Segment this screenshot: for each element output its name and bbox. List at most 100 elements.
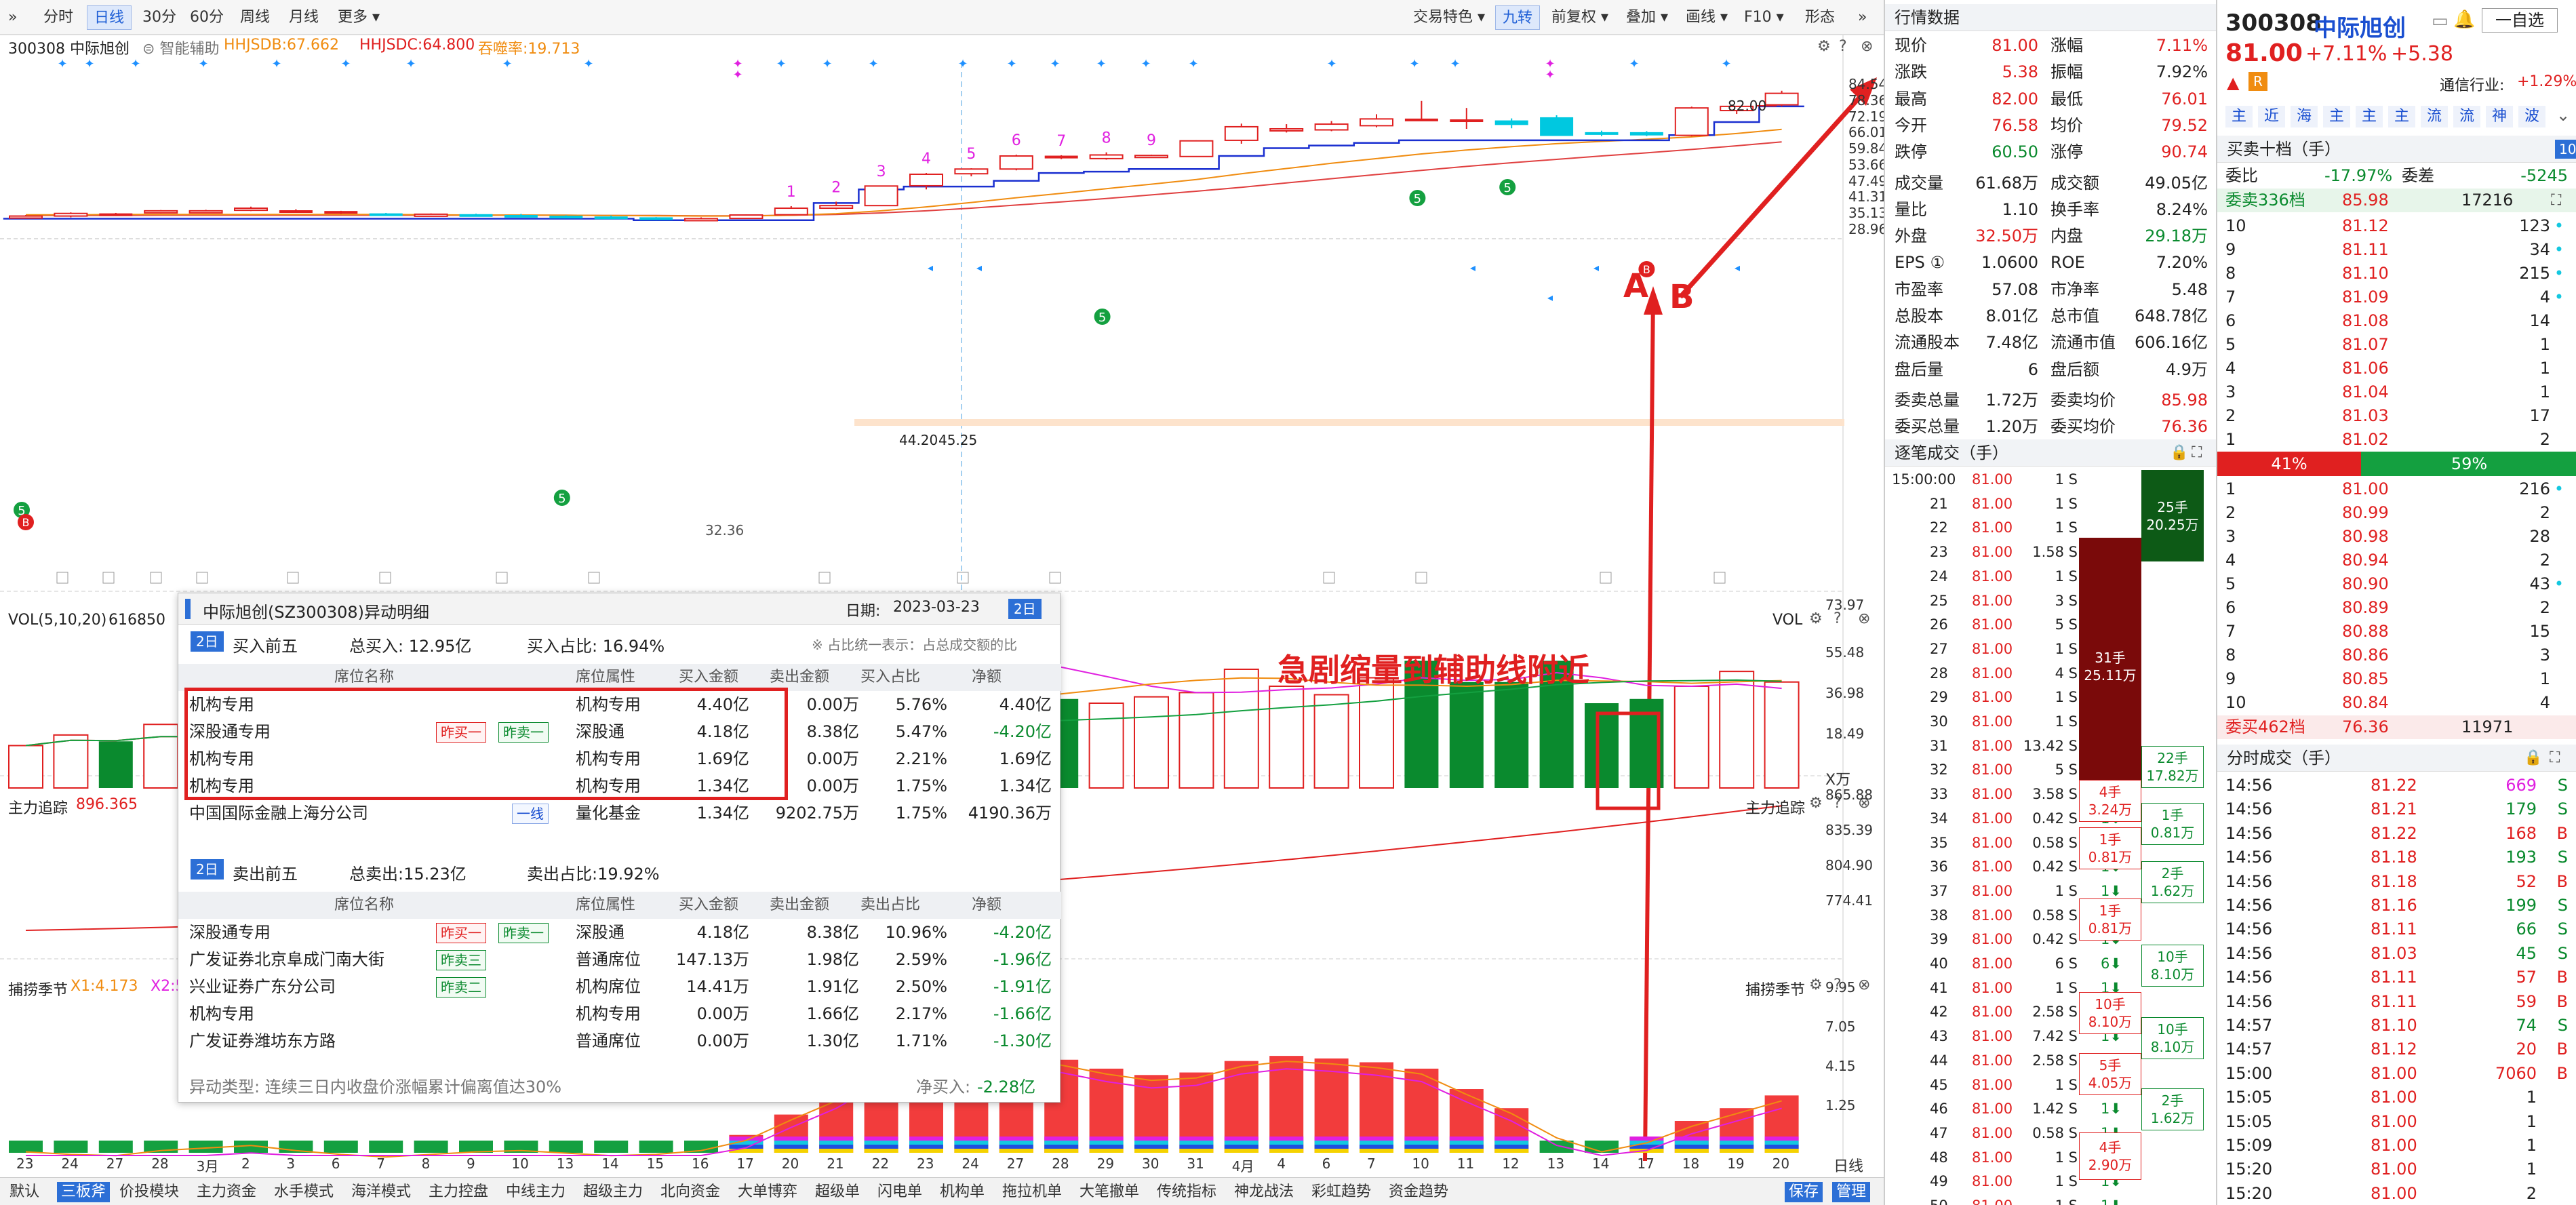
bid-row[interactable]: 4 80.94 2	[2217, 549, 2576, 572]
candle[interactable]	[369, 212, 403, 216]
seat-tag[interactable]: 昨卖三	[436, 950, 486, 970]
event-icon[interactable]	[818, 572, 831, 584]
candle[interactable]	[1720, 105, 1754, 115]
event-icon[interactable]	[1323, 572, 1335, 584]
table-row[interactable]: 深股通专用 昨买一 昨卖一 深股通 4.18亿 8.38亿 5.47% -4.20亿	[178, 718, 1061, 745]
btn-f10[interactable]: F10 ▾	[1744, 9, 1784, 26]
candle[interactable]	[414, 213, 448, 217]
indicator-tab[interactable]: 超级主力	[583, 1183, 643, 1200]
depth-tag[interactable]: 主	[2388, 106, 2415, 127]
candle[interactable]	[729, 214, 764, 220]
ask-row[interactable]: 9 81.11 34 •	[2217, 238, 2576, 262]
candle[interactable]	[54, 212, 88, 218]
ask-row[interactable]: 4 81.06 1	[2217, 357, 2576, 380]
depth-tag[interactable]: 流	[2453, 106, 2480, 127]
candle[interactable]	[1179, 140, 1214, 157]
seat-tag[interactable]: 昨卖一	[498, 722, 549, 743]
candle[interactable]	[1224, 123, 1259, 144]
candle[interactable]	[864, 185, 898, 207]
popup-days-badge[interactable]: 2日	[1008, 599, 1042, 619]
event-icon[interactable]	[102, 572, 115, 584]
bid-row[interactable]: 2 80.99 2	[2217, 501, 2576, 525]
candle[interactable]	[1540, 115, 1574, 136]
event-icon[interactable]	[56, 572, 68, 584]
candle[interactable]	[1404, 100, 1438, 121]
orderbook-expand-icon[interactable]: ⛶	[2551, 192, 2562, 209]
event-icon[interactable]	[196, 572, 208, 584]
event-icon[interactable]	[287, 572, 299, 584]
candle[interactable]	[1314, 121, 1349, 132]
candle[interactable]	[1494, 118, 1528, 129]
candle[interactable]	[549, 215, 583, 219]
table-row[interactable]: 机构专用 机构专用 1.69亿 0.00万 2.21% 1.69亿	[178, 745, 1061, 772]
table-row[interactable]: 机构专用 机构专用 4.40亿 0.00万 5.76% 4.40亿	[178, 691, 1061, 718]
indicator-tab[interactable]: 默认	[9, 1183, 40, 1200]
ask-row[interactable]: 7 81.09 4 •	[2217, 285, 2576, 309]
bid-row[interactable]: 8 80.86 3	[2217, 644, 2576, 667]
candle[interactable]	[189, 210, 223, 214]
bid-row[interactable]: 5 80.90 43 •	[2217, 572, 2576, 596]
indicator-tab[interactable]: 闪电单	[877, 1183, 923, 1200]
indicator-tab[interactable]: 资金趋势	[1389, 1183, 1449, 1200]
tab-fenshi[interactable]: 分时	[43, 9, 74, 26]
lock-icon[interactable]: 🔒	[2170, 444, 2189, 461]
event-icon[interactable]	[957, 572, 969, 584]
candle[interactable]	[999, 155, 1033, 171]
tab-60min[interactable]: 60分	[190, 9, 224, 26]
btn-trade-feature[interactable]: 交易特色 ▾	[1413, 9, 1486, 26]
seat-tag[interactable]: 一线	[512, 804, 549, 824]
indicator-tab[interactable]: 大笔撤单	[1079, 1183, 1140, 1200]
table-row[interactable]: 机构专用 机构专用 1.34亿 0.00万 1.75% 1.34亿	[178, 772, 1061, 799]
track-help-icon[interactable]: ?	[1834, 795, 1842, 812]
tab-30min[interactable]: 30分	[142, 9, 176, 26]
candle[interactable]	[234, 206, 268, 212]
btn-draw[interactable]: 画线 ▾	[1686, 9, 1728, 26]
close-icon[interactable]: ⊗	[1861, 38, 1874, 55]
candle[interactable]	[594, 215, 628, 220]
event-icon[interactable]	[1415, 572, 1427, 584]
depth-tag[interactable]: 主	[2356, 106, 2383, 127]
candle[interactable]	[1089, 152, 1124, 160]
candle[interactable]	[1360, 114, 1393, 127]
watchlist-button[interactable]: 一自选	[2482, 8, 2558, 33]
depth-tag[interactable]: 主	[2323, 106, 2350, 127]
bid-row[interactable]: 7 80.88 15	[2217, 620, 2576, 644]
event-icon[interactable]	[496, 572, 508, 584]
candle[interactable]	[1269, 124, 1304, 133]
assist-label[interactable]: ⊜ 智能辅助	[142, 41, 220, 58]
candle[interactable]	[504, 214, 538, 218]
tab-monthly[interactable]: 月线	[289, 9, 319, 26]
tab-daily[interactable]: 日线	[87, 5, 132, 30]
indicator-tab[interactable]: 三板斧	[57, 1182, 111, 1202]
ask-row[interactable]: 6 81.08 14	[2217, 309, 2576, 333]
event-icon[interactable]	[1713, 572, 1726, 584]
candle[interactable]	[459, 214, 493, 217]
ob-badge[interactable]: 10	[2555, 140, 2576, 159]
indicator-tab[interactable]: 主力资金	[197, 1183, 257, 1200]
candle[interactable]	[1629, 131, 1663, 136]
track-settings-icon[interactable]: ⚙	[1809, 795, 1823, 812]
table-row[interactable]: 中国国际金融上海分公司 一线 量化基金 1.34亿 9202.75万 1.75% 4190.…	[178, 799, 1061, 827]
indicator-tab[interactable]: 机构单	[940, 1183, 985, 1200]
candle[interactable]	[279, 209, 313, 214]
indicator-tab[interactable]: 中线主力	[506, 1183, 566, 1200]
candle[interactable]	[1134, 155, 1168, 159]
indicator-tab[interactable]: 海洋模式	[351, 1183, 412, 1200]
indicator-tab[interactable]: 彩虹趋势	[1311, 1183, 1372, 1200]
candle[interactable]	[954, 168, 989, 177]
indicator-tab[interactable]: 超级单	[815, 1183, 860, 1200]
event-icon[interactable]	[379, 572, 391, 584]
bid-row[interactable]: 10 80.84 4	[2217, 691, 2576, 715]
candle[interactable]	[639, 217, 673, 220]
table-row[interactable]: 广发证券潍坊东方路 普通席位 0.00万 1.30亿 1.71% -1.30亿	[178, 1027, 1061, 1054]
btn-pattern[interactable]: 形态	[1805, 9, 1836, 26]
bid-row[interactable]: 9 80.85 1	[2217, 667, 2576, 691]
btn-overlay[interactable]: 叠加 ▾	[1626, 9, 1669, 26]
event-icon[interactable]	[1600, 572, 1612, 584]
depth-tag[interactable]: 海	[2291, 106, 2318, 127]
ask-row[interactable]: 10 81.12 123 •	[2217, 214, 2576, 238]
bid-row[interactable]: 1 81.00 216 •	[2217, 477, 2576, 501]
event-icon[interactable]	[588, 572, 600, 584]
bell-icon[interactable]: 🔔	[2453, 9, 2476, 30]
depth-tag[interactable]: 近	[2258, 106, 2285, 127]
